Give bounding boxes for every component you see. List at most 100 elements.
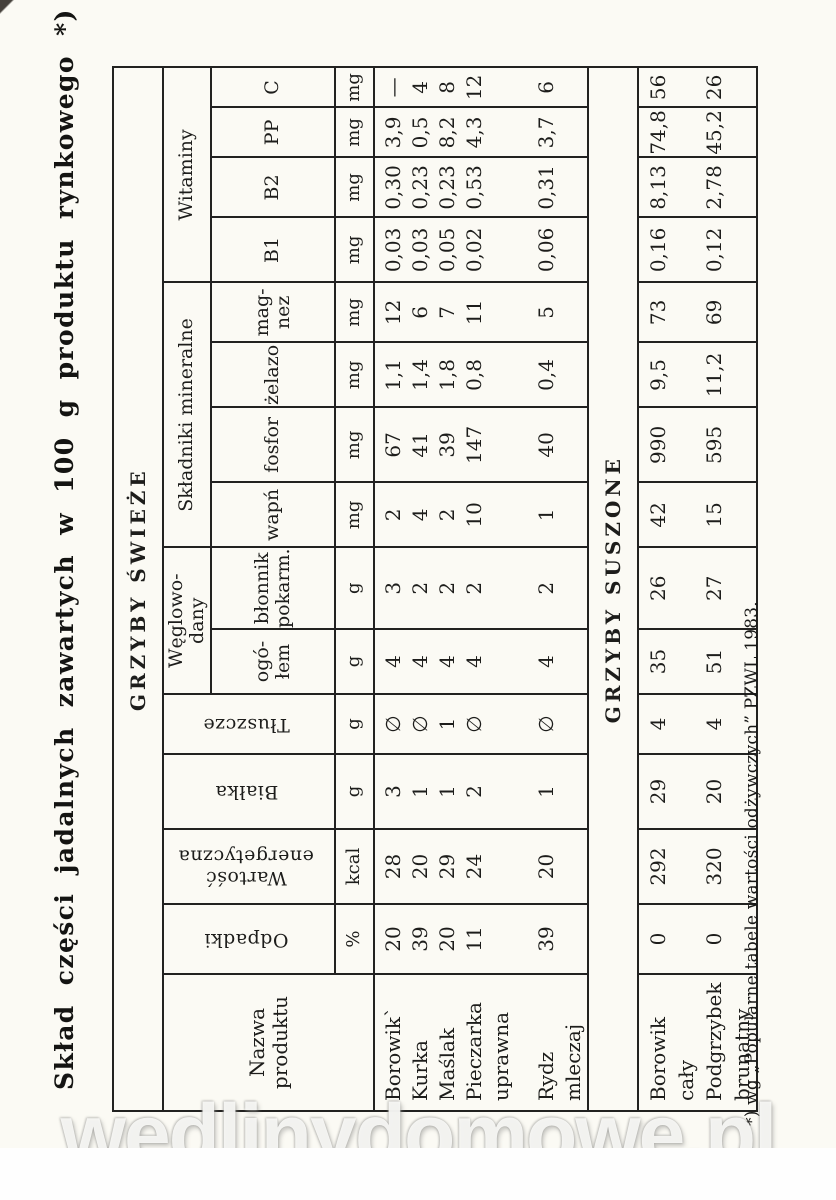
section-label-fresh: GRZYBY ŚWIEŻE xyxy=(113,67,163,1111)
unit-blonnik: g xyxy=(335,547,374,629)
data-value: 4 xyxy=(408,655,432,668)
data-value: 292 xyxy=(646,847,670,886)
product-name-line: mleczaj xyxy=(561,1023,585,1101)
unit-zelazo: mg xyxy=(335,342,374,408)
data-value: 2,78 xyxy=(702,165,726,210)
data-value: 20 xyxy=(381,926,405,952)
data-value: 2 xyxy=(435,581,459,595)
data-value: 320 xyxy=(702,847,726,886)
group-header-witaminy: Witaminy xyxy=(163,67,211,283)
data-value: 0 xyxy=(646,932,670,946)
col-header-pp: PP xyxy=(211,107,335,158)
data-value: 45,2 xyxy=(702,110,726,155)
data-value: 3 xyxy=(381,785,405,798)
fresh-col-zelazo: 1,1 1,4 1,8 0,8 0,4 xyxy=(374,342,588,408)
data-value: 0,16 xyxy=(646,227,670,273)
section-row-fresh: GRZYBY ŚWIEŻE xyxy=(113,67,163,1111)
data-value: 0,02 xyxy=(462,227,486,273)
group-header-mineralne: Składniki mineralne xyxy=(163,282,211,548)
product-name-line: Borowik` xyxy=(381,1007,405,1101)
col-header-zelazo: żelazo xyxy=(211,342,335,408)
data-value: 11 xyxy=(462,299,486,326)
group-header-weglowodany: Węglowo- dany xyxy=(163,547,211,694)
data-value: 26 xyxy=(646,575,670,601)
data-value: 1 xyxy=(534,508,558,522)
data-value: 27 xyxy=(702,575,726,601)
data-value: 2 xyxy=(462,785,486,798)
data-value: 0,31 xyxy=(534,165,558,210)
data-value: 39 xyxy=(408,926,432,952)
data-value: ∅ xyxy=(408,715,432,733)
data-value: 1,1 xyxy=(381,359,405,391)
product-name-line: Pieczarka xyxy=(462,1002,486,1101)
data-value: 0,05 xyxy=(435,227,459,273)
scan-bottom-strip xyxy=(0,1148,836,1200)
data-value: 990 xyxy=(646,425,670,464)
data-value: 1,8 xyxy=(435,359,459,391)
data-value: ∅ xyxy=(381,715,405,733)
unit-b1: mg xyxy=(335,217,374,283)
data-value: 28 xyxy=(381,853,405,880)
data-value: ∅ xyxy=(534,715,558,733)
data-value: 10 xyxy=(462,502,486,528)
data-value: 595 xyxy=(702,425,726,464)
col-header-bialka: Białka xyxy=(163,754,335,829)
data-value: 9,5 xyxy=(646,359,670,391)
data-value: 2 xyxy=(435,508,459,522)
unit-energia: kcal xyxy=(335,829,374,904)
data-value: 0,23 xyxy=(435,165,459,210)
unit-tluszcze: g xyxy=(335,694,374,754)
product-name-line: cały xyxy=(674,1060,698,1101)
data-value: 39 xyxy=(435,432,459,458)
fresh-col-magnez: 12 6 7 11 5 xyxy=(374,282,588,343)
fresh-col-wapn: 2 4 2 10 1 xyxy=(374,482,588,548)
footnote: *) wg „Popularne tabele wartości odżywcz… xyxy=(742,601,762,1126)
data-value: 0,8 xyxy=(462,359,486,391)
data-value: 4 xyxy=(646,717,670,731)
product-name-line: uprawna xyxy=(489,1011,513,1101)
data-value: 0,23 xyxy=(408,165,432,210)
dried-col-wapn: 42 15 xyxy=(638,482,757,548)
data-value: 6 xyxy=(534,81,558,94)
data-value: 0,03 xyxy=(408,227,432,273)
data-value: 56 xyxy=(646,74,670,101)
unit-bialka: g xyxy=(335,754,374,829)
dried-col-energia: 292 320 xyxy=(638,829,757,904)
fresh-col-c: —4 8 12 6 xyxy=(374,67,588,108)
col-header-ogolem: ogó- łem xyxy=(211,629,335,694)
data-value: 40 xyxy=(534,432,558,458)
unit-odpadki: % xyxy=(335,904,374,974)
data-block-fresh: Borowik` Kurka Maślak Pieczarka uprawna Rydz m… xyxy=(374,67,588,1111)
product-name-line: Borowik xyxy=(646,1017,670,1101)
data-value: 73 xyxy=(646,299,670,326)
col-header-c: C xyxy=(211,67,335,108)
data-value: 12 xyxy=(381,299,405,326)
fresh-col-fosfor: 67 41 39 147 40 xyxy=(374,407,588,483)
data-value: 24 xyxy=(462,853,486,880)
data-value: 1 xyxy=(408,785,432,798)
fresh-col-pp: 3,9 0,5 8,2 4,3 3,7 xyxy=(374,107,588,158)
dried-col-fosfor: 990 595 xyxy=(638,407,757,483)
data-value: 0,03 xyxy=(381,227,405,273)
data-value: 4 xyxy=(408,81,432,94)
data-value: 4 xyxy=(534,655,558,668)
data-value: 2 xyxy=(534,581,558,595)
data-value: 4 xyxy=(702,717,726,731)
dried-col-pp: 74,8 45,2 xyxy=(638,107,757,158)
fresh-col-odpadki: 20 39 20 11 39 xyxy=(374,904,588,974)
header-group-row: Nazwa produktu Odpadki Wartość energetyc… xyxy=(163,67,374,1111)
dried-col-ogolem: 35 51 xyxy=(638,629,757,694)
data-value: 3 xyxy=(381,581,405,595)
data-value: 0,06 xyxy=(534,227,558,273)
data-value: 5 xyxy=(534,306,558,319)
data-value: 67 xyxy=(381,432,405,458)
product-name-line: Rydz xyxy=(534,1051,558,1101)
data-value: 0,5 xyxy=(408,116,432,149)
data-value: 74,8 xyxy=(646,110,670,155)
nutrition-table-wrap: GRZYBY ŚWIEŻE Nazwa produktu Odpadki War… xyxy=(112,66,758,1112)
dried-col-c: 56 26 xyxy=(638,67,757,108)
data-value: 4 xyxy=(462,655,486,668)
dried-col-b2: 8,13 2,78 xyxy=(638,157,757,218)
